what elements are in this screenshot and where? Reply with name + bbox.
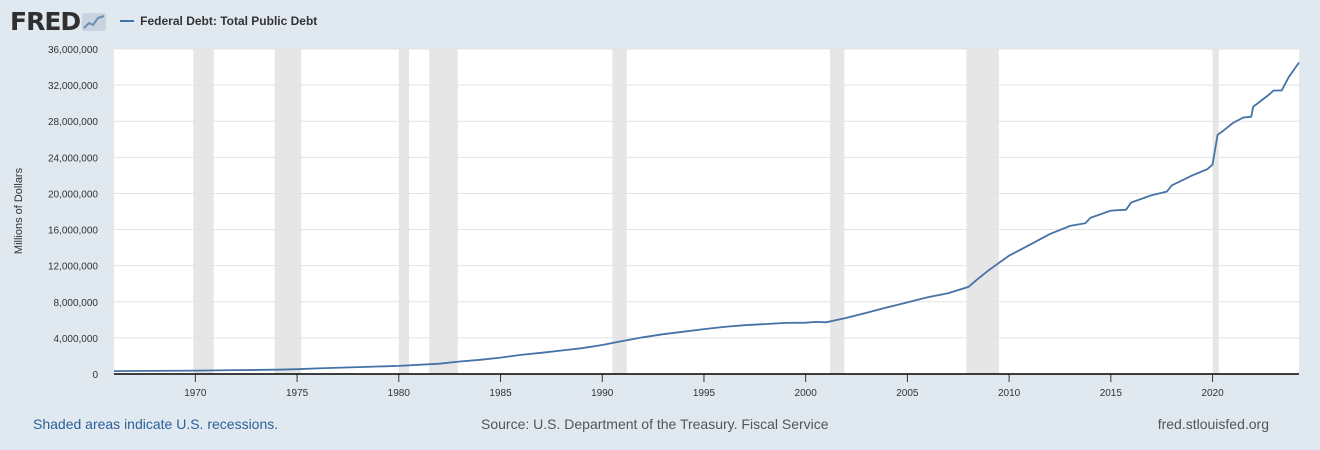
gridlines (114, 48, 1299, 339)
y-axis-tick-labels: 0 4,000,000 8,000,000 12,000,000 16,000,000 2… (48, 45, 99, 381)
y-tick-label-9: 36,000,000 (48, 45, 98, 56)
x-tick-label-9: 2015 (1100, 388, 1123, 399)
y-tick-label-1: 4,000,000 (54, 334, 99, 345)
legend-series-title[interactable]: Federal Debt: Total Public Debt (140, 14, 318, 28)
recession-band-1 (274, 49, 302, 374)
recession-band-5 (830, 49, 845, 374)
chart-header: FRED Federal Debt: Total Public Debt (10, 6, 317, 36)
series-line-total-public-debt[interactable] (113, 61, 1300, 372)
x-tick-label-5: 1995 (693, 388, 716, 399)
x-tick-label-4: 1990 (591, 388, 614, 399)
x-tick-label-6: 2000 (795, 388, 818, 399)
y-tick-label-8: 32,000,000 (48, 81, 98, 92)
fred-logo[interactable]: FRED (10, 6, 81, 36)
x-tick-label-2: 1980 (388, 388, 411, 399)
x-axis-tick-labels: 1970 1975 1980 1985 1990 1995 2000 2005 2010 2015… (184, 374, 1224, 399)
y-tick-label-5: 20,000,000 (48, 189, 98, 200)
recession-band-6 (966, 49, 999, 374)
y-tick-label-3: 12,000,000 (48, 262, 98, 273)
y-tick-label-0: 0 (92, 370, 98, 381)
x-tick-label-10: 2020 (1201, 388, 1224, 399)
source-note: Source: U.S. Department of the Treasury.… (481, 416, 829, 432)
x-tick-label-3: 1985 (489, 388, 512, 399)
recession-band-4 (612, 49, 627, 374)
plot-background (114, 49, 1299, 374)
y-axis-title: Millions of Dollars (13, 167, 25, 254)
y-tick-label-6: 24,000,000 (48, 153, 98, 164)
y-tick-label-7: 28,000,000 (48, 117, 98, 128)
recession-band-7 (1212, 49, 1219, 374)
legend-swatch (120, 20, 135, 22)
recession-band-3 (429, 49, 458, 374)
chart-svg: 0 4,000,000 8,000,000 12,000,000 16,000,000 2… (13, 45, 1300, 399)
recession-bands (193, 49, 1219, 374)
x-tick-label-8: 2010 (998, 388, 1021, 399)
y-tick-label-2: 8,000,000 (54, 298, 99, 309)
recession-note[interactable]: Shaded areas indicate U.S. recessions. (33, 416, 279, 432)
site-url[interactable]: fred.stlouisfed.org (1157, 416, 1269, 432)
recession-band-2 (398, 49, 409, 374)
chart-area: 0 4,000,000 8,000,000 12,000,000 16,000,000 2… (13, 45, 1300, 399)
x-tick-label-7: 2005 (896, 388, 919, 399)
y-tick-label-4: 16,000,000 (48, 226, 98, 237)
legend: Federal Debt: Total Public Debt (120, 14, 317, 28)
x-tick-label-1: 1975 (286, 388, 309, 399)
x-tick-label-0: 1970 (184, 388, 207, 399)
fred-logo-graph-icon (82, 13, 107, 31)
recession-band-0 (193, 49, 214, 374)
